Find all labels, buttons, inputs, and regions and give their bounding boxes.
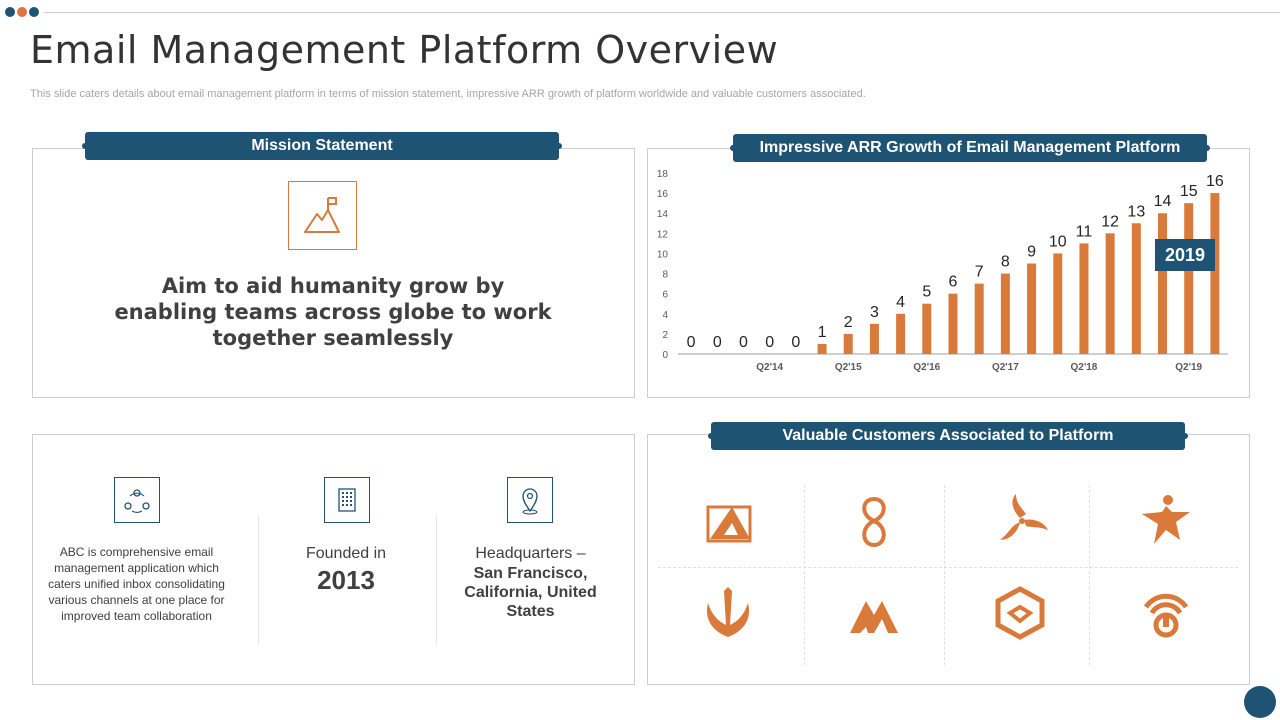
y-tick-label: 4 bbox=[662, 310, 668, 321]
dot-blue-left bbox=[5, 7, 15, 17]
bar bbox=[1079, 243, 1089, 354]
bar bbox=[1131, 223, 1141, 354]
y-tick-label: 12 bbox=[657, 229, 669, 240]
bar bbox=[869, 323, 879, 354]
bar-data-label: 13 bbox=[1127, 203, 1145, 220]
bar bbox=[974, 283, 984, 354]
page-title: Email Management Platform Overview bbox=[30, 28, 779, 72]
dot-blue-right bbox=[29, 7, 39, 17]
mission-header: Mission Statement bbox=[82, 132, 562, 160]
corner-circle bbox=[1244, 686, 1276, 718]
bar-data-label: 8 bbox=[1001, 254, 1010, 271]
bar bbox=[896, 313, 906, 354]
y-tick-label: 8 bbox=[662, 270, 668, 281]
hexagon-logo-icon bbox=[995, 586, 1045, 640]
bar-data-label: 15 bbox=[1180, 183, 1198, 200]
bar-data-label: 6 bbox=[949, 274, 958, 291]
bar bbox=[817, 343, 827, 354]
bar-data-label: 4 bbox=[896, 294, 905, 311]
bar-data-label: 11 bbox=[1076, 223, 1093, 240]
bar bbox=[1184, 203, 1194, 354]
bar-data-label: 0 bbox=[791, 334, 800, 351]
bar-data-label: 14 bbox=[1154, 193, 1172, 210]
x-tick-label: Q2'18 bbox=[1071, 362, 1098, 373]
x-tick-label: Q2'19 bbox=[1175, 362, 1202, 373]
y-tick-label: 16 bbox=[657, 189, 669, 200]
team-cycle-icon bbox=[114, 477, 160, 523]
wing-shield-logo-icon bbox=[706, 587, 750, 637]
star-person-logo-icon bbox=[1142, 495, 1190, 544]
bar bbox=[1000, 273, 1010, 354]
bar-data-label: 3 bbox=[870, 304, 879, 321]
bar-data-label: 7 bbox=[975, 264, 984, 281]
bar-data-label: 12 bbox=[1101, 213, 1119, 230]
mountain-m-logo-icon bbox=[850, 601, 898, 633]
highlight-label-2019: 2019 bbox=[1155, 239, 1215, 271]
bar bbox=[1053, 253, 1063, 354]
page-subtitle: This slide caters details about email ma… bbox=[30, 88, 866, 100]
bar bbox=[922, 303, 932, 354]
bar-data-label: 0 bbox=[739, 334, 748, 351]
info-separator-2 bbox=[436, 515, 437, 645]
founded-label: Founded in bbox=[305, 545, 387, 562]
mission-panel: Aim to aid humanity grow by enabling tea… bbox=[32, 148, 635, 398]
bar-data-label: 9 bbox=[1027, 244, 1036, 261]
bar bbox=[1105, 233, 1115, 354]
x-tick-label: Q2'16 bbox=[913, 362, 940, 373]
headquarters-label: Headquarters – bbox=[475, 545, 586, 562]
bar-data-label: 5 bbox=[922, 284, 931, 301]
info-separator-1 bbox=[258, 515, 259, 645]
y-tick-label: 0 bbox=[662, 350, 668, 361]
company-about-text: ABC is comprehensive email management ap… bbox=[48, 545, 225, 623]
triangle-logo-icon bbox=[706, 505, 752, 543]
bar bbox=[843, 333, 853, 354]
mission-statement-text: Aim to aid humanity grow by enabling tea… bbox=[114, 274, 552, 350]
customers-panel bbox=[647, 434, 1250, 685]
triskelion-logo-icon bbox=[1000, 494, 1048, 540]
arr-panel: 0 2 4 6 8 10 12 14 16 18 0 0 0 0 0 1 2 3 4 5 6 7 8 9 10 11 12 13 14 1… bbox=[647, 148, 1250, 398]
bar-data-label: 16 bbox=[1206, 173, 1224, 190]
customers-header: Valuable Customers Associated to Platfor… bbox=[708, 422, 1188, 450]
arr-header: Impressive ARR Growth of Email Managemen… bbox=[730, 134, 1210, 162]
top-bar bbox=[0, 0, 1280, 24]
x-tick-label: Q2'15 bbox=[835, 362, 862, 373]
logo-grid-divider-v1 bbox=[804, 485, 805, 665]
headquarters-value: San Francisco, California, United States bbox=[464, 565, 597, 620]
logo-grid-divider-h bbox=[658, 567, 1238, 568]
y-tick-label: 10 bbox=[657, 249, 669, 260]
logo-grid-divider-v3 bbox=[1089, 485, 1090, 665]
bar-data-label: 10 bbox=[1049, 233, 1067, 250]
building-icon bbox=[324, 477, 370, 523]
bar bbox=[1027, 263, 1037, 354]
y-tick-label: 6 bbox=[662, 290, 668, 301]
y-tick-label: 14 bbox=[657, 209, 669, 220]
bar-data-label: 0 bbox=[765, 334, 774, 351]
power-signal-logo-icon bbox=[1143, 593, 1189, 638]
y-tick-label: 18 bbox=[657, 169, 669, 180]
company-info-panel: ABC is comprehensive email management ap… bbox=[32, 434, 635, 685]
x-tick-label: Q2'14 bbox=[756, 362, 783, 373]
swirl-eight-logo-icon bbox=[862, 496, 886, 548]
bar-data-label: 1 bbox=[818, 324, 827, 341]
bar-data-label: 0 bbox=[713, 334, 722, 351]
logo-grid-divider-v2 bbox=[944, 485, 945, 665]
bar bbox=[948, 293, 958, 354]
location-pin-icon bbox=[507, 477, 553, 523]
top-divider bbox=[44, 12, 1280, 13]
founded-year: 2013 bbox=[317, 565, 375, 595]
bar bbox=[1210, 193, 1220, 354]
dot-orange bbox=[17, 7, 27, 17]
bar-data-label: 0 bbox=[687, 334, 696, 351]
y-tick-label: 2 bbox=[662, 330, 668, 341]
bar bbox=[1158, 213, 1168, 354]
mountain-flag-icon bbox=[288, 181, 357, 250]
bar-data-label: 2 bbox=[844, 314, 853, 331]
x-tick-label: Q2'17 bbox=[992, 362, 1019, 373]
